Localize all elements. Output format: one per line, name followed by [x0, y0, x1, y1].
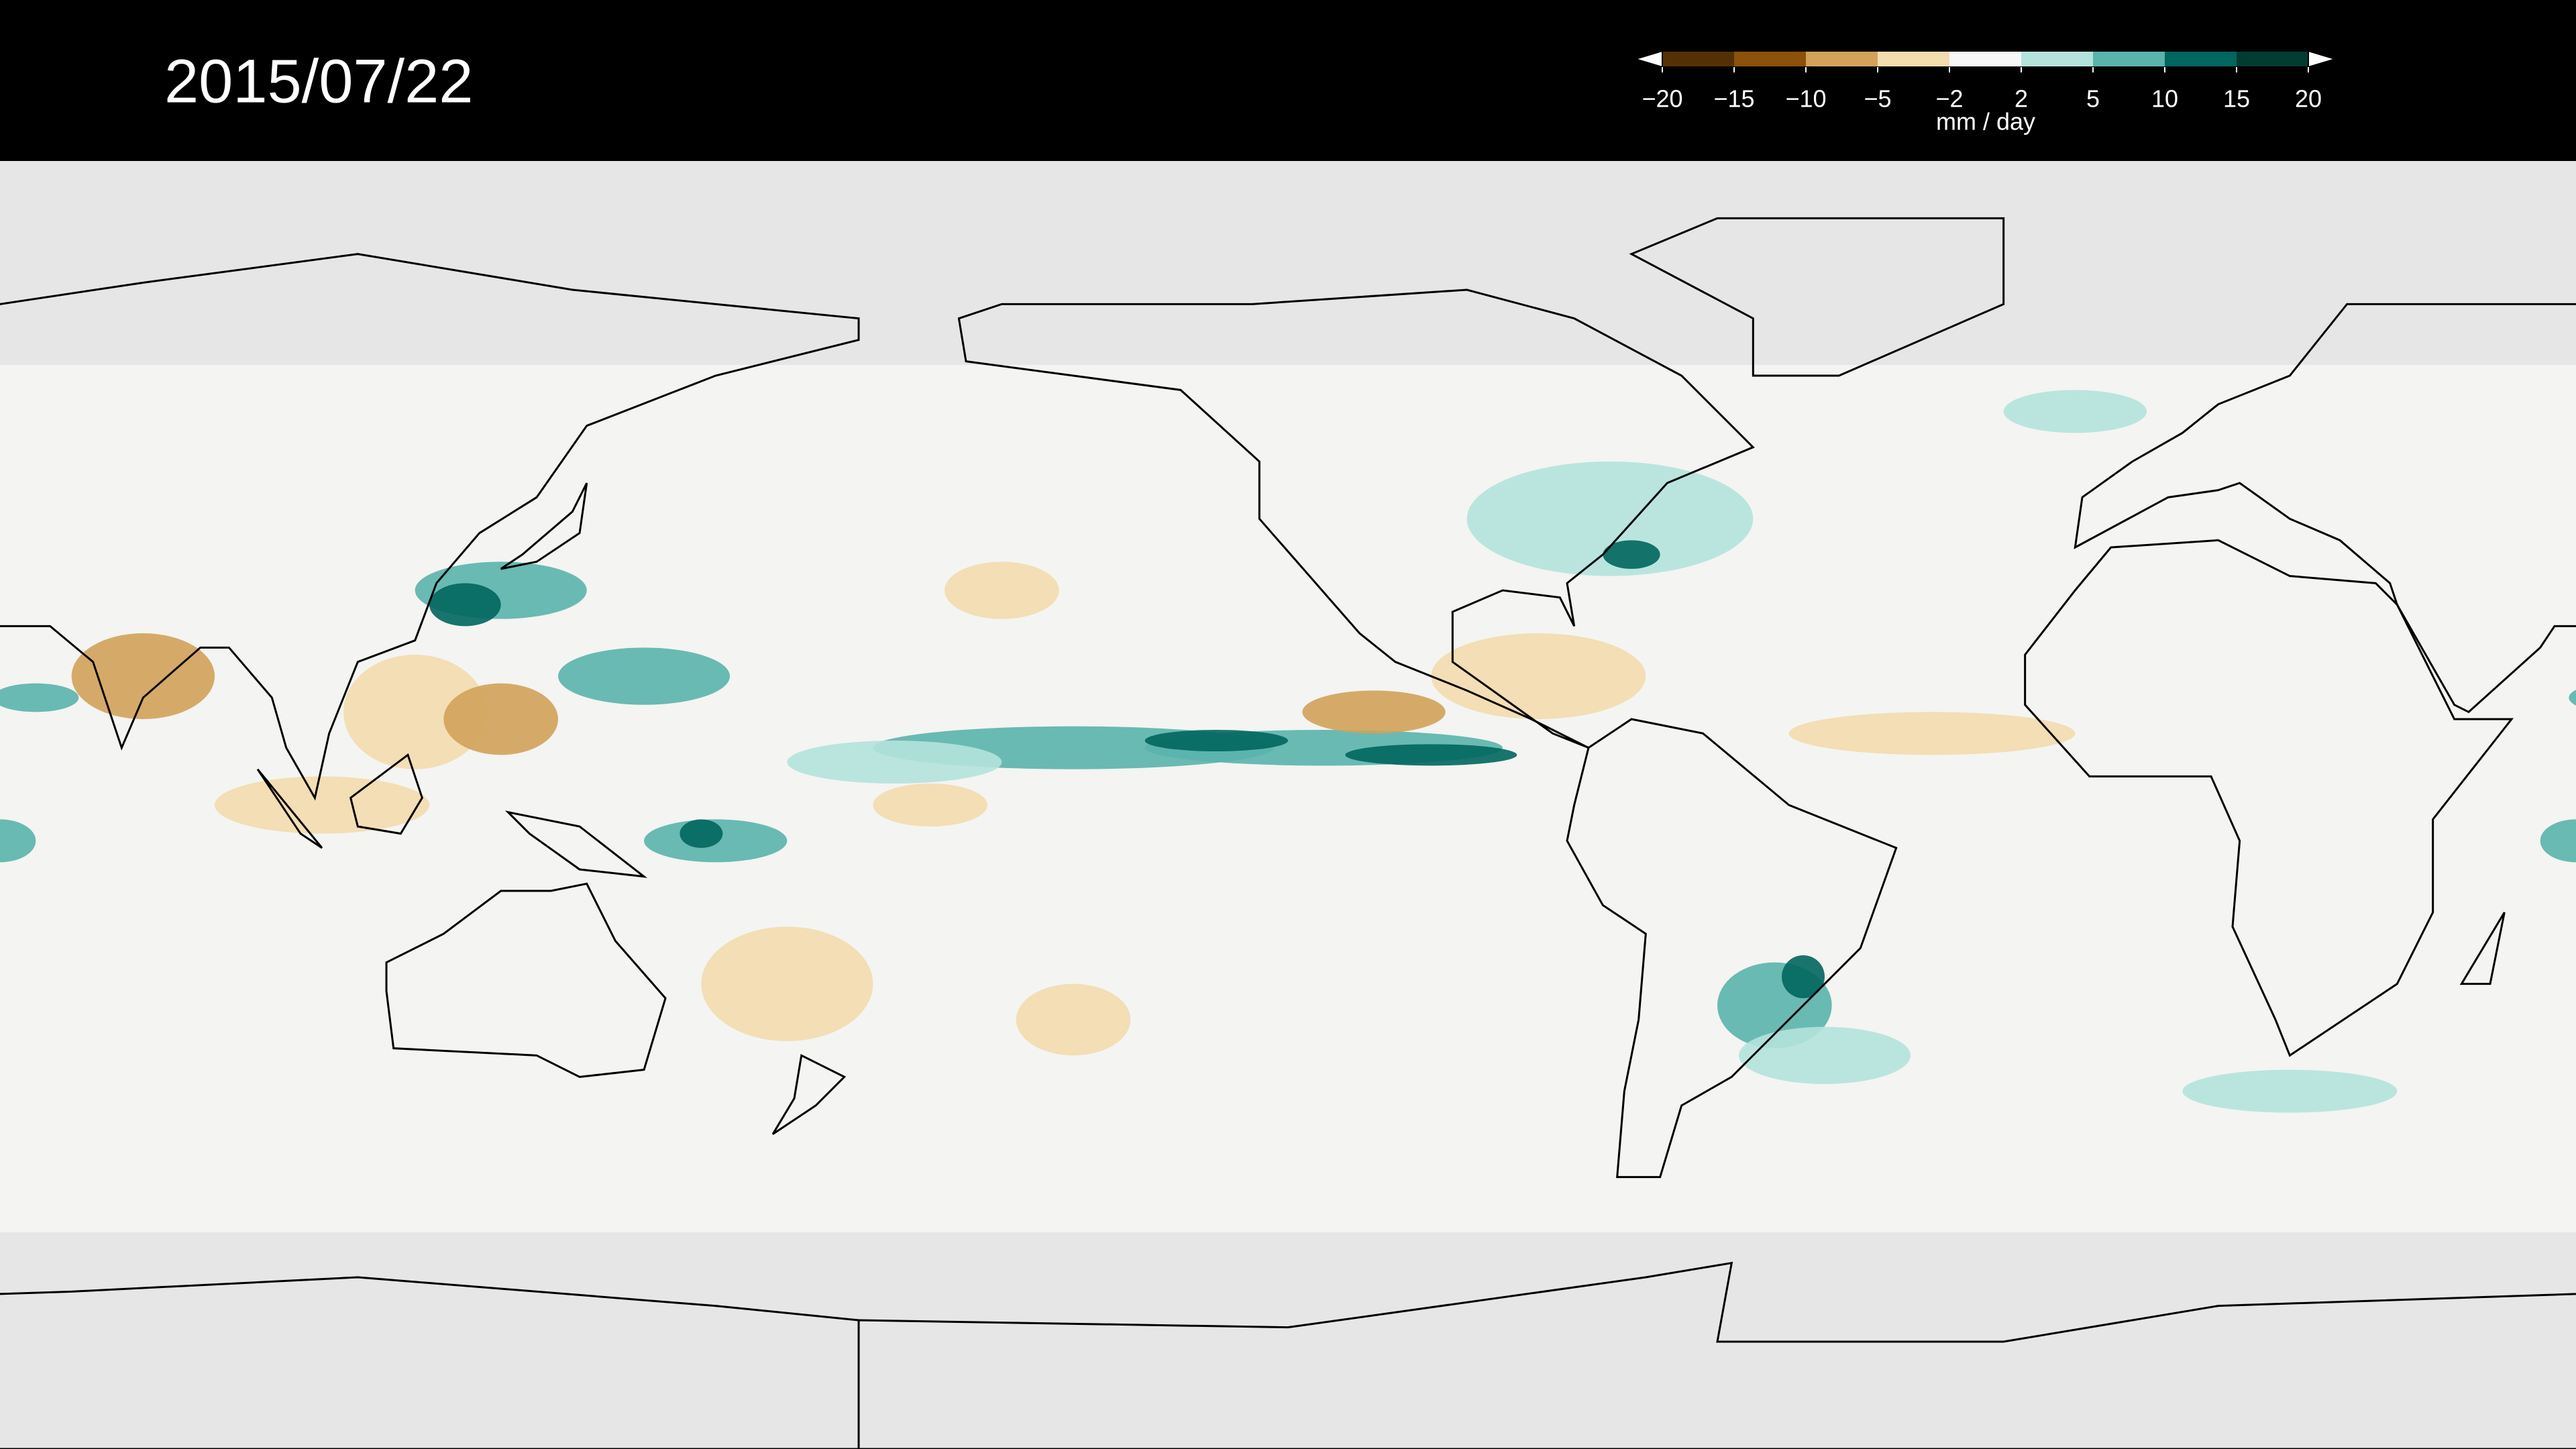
colorbar-bin — [1806, 51, 1878, 67]
coastline — [2459, 912, 2506, 985]
polar-mask-north — [0, 161, 2576, 365]
colorbar-frame — [1662, 50, 2309, 68]
map-area — [0, 161, 2576, 1449]
precip-anomaly — [1016, 983, 1131, 1056]
colorbar-tick-label: 20 — [2295, 85, 2322, 113]
colorbar-tick-label: 5 — [2086, 85, 2100, 113]
precip-anomaly — [1302, 690, 1446, 734]
coastline — [771, 1054, 847, 1135]
precip-anomaly — [1782, 955, 1825, 998]
coastline — [0, 253, 860, 801]
coastline — [957, 288, 1755, 749]
precip-anomaly — [1431, 633, 1646, 719]
colorbar-unit: mm / day — [1936, 108, 2035, 136]
colorbar-bin — [2093, 51, 2165, 67]
precip-anomaly — [1466, 462, 1754, 576]
colorbar-bin — [2021, 51, 2094, 67]
polar-mask-south — [0, 1232, 2576, 1449]
colorbar-bin — [1734, 51, 1807, 67]
colorbar-bin — [1662, 51, 1735, 67]
colorbar-bin — [2237, 51, 2309, 67]
precip-anomaly — [873, 784, 987, 826]
precip-anomaly — [787, 741, 1002, 784]
precip-anomaly — [215, 776, 429, 834]
coastline — [1566, 718, 1898, 1179]
colorbar-tick-label: −2 — [1935, 85, 1963, 113]
precip-anomaly — [2569, 690, 2576, 706]
header-bar — [0, 0, 2576, 161]
colorbar-bin — [2165, 51, 2237, 67]
precip-anomaly — [2540, 819, 2576, 863]
coastline — [349, 753, 423, 835]
precip-anomaly — [1788, 712, 2076, 755]
colorbar-tick-label: −20 — [1642, 85, 1682, 113]
coastline — [500, 482, 588, 570]
coastline — [2074, 303, 2576, 714]
colorbar-tick-label: −5 — [1864, 85, 1891, 113]
colorbar-tick-label: −10 — [1785, 85, 1826, 113]
precip-anomaly — [2003, 390, 2147, 433]
precip-anomaly — [1603, 540, 1660, 570]
coastline — [2024, 539, 2514, 1057]
precip-anomaly — [558, 647, 730, 705]
precip-anomaly — [701, 926, 873, 1041]
colorbar-tick-label: −15 — [1713, 85, 1754, 113]
coastline — [385, 882, 667, 1078]
coastline — [1629, 217, 2005, 377]
precip-anomaly — [343, 655, 487, 769]
colorbar-bin — [1949, 51, 2022, 67]
precip-anomaly — [1144, 730, 1289, 751]
precip-anomaly — [429, 583, 501, 627]
colorbar-tick-label: 10 — [2151, 85, 2178, 113]
colorbar-tick-label: 15 — [2223, 85, 2250, 113]
precip-anomaly — [0, 819, 36, 863]
precip-anomaly — [680, 819, 723, 848]
colorbar: mm / day −20 −15 −10 −5 −2 2 5 10 15 20 — [1633, 50, 2338, 136]
precip-anomaly — [0, 683, 79, 712]
precip-anomaly — [945, 561, 1059, 619]
coastline — [504, 810, 648, 878]
date-label: 2015/07/22 — [164, 47, 473, 115]
precip-anomaly — [1739, 1026, 1911, 1085]
precip-anomaly — [443, 683, 559, 755]
precip-anomaly — [71, 633, 215, 719]
precip-anomaly — [1345, 744, 1517, 766]
colorbar-tick-label: 2 — [2015, 85, 2028, 113]
coastline — [857, 1261, 2576, 1449]
colorbar-bin — [1878, 51, 1950, 67]
coastline — [256, 768, 323, 849]
precip-anomaly — [2182, 1069, 2398, 1113]
